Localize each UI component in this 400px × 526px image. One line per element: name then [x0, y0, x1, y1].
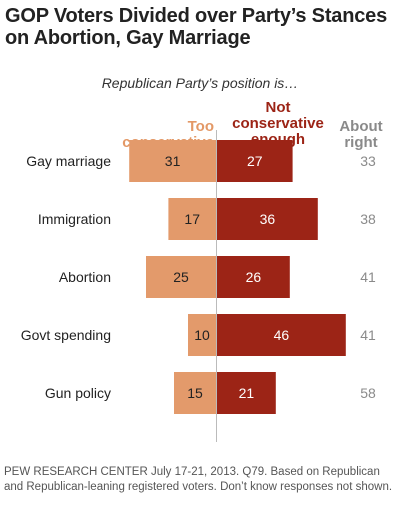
category-label-abortion: Abortion	[59, 269, 111, 285]
bar-not-conservative-abortion	[217, 256, 290, 298]
source-note: PEW RESEARCH CENTER July 17-21, 2013. Q7…	[4, 466, 393, 493]
value-about-right-govt-spending: 41	[360, 327, 376, 343]
value-about-right-gay-marriage: 33	[360, 153, 376, 169]
value-too-conservative-abortion: 25	[173, 269, 189, 285]
category-label-govt-spending: Govt spending	[21, 327, 111, 343]
category-label-gay-marriage: Gay marriage	[26, 153, 111, 169]
value-about-right-immigration: 38	[360, 211, 376, 227]
center-divider	[216, 130, 217, 442]
value-about-right-abortion: 41	[360, 269, 376, 285]
bar-too-conservative-immigration	[168, 198, 216, 240]
value-about-right-gun-policy: 58	[360, 385, 376, 401]
bar-too-conservative-govt-spending	[188, 314, 216, 356]
value-too-conservative-gun-policy: 15	[187, 385, 203, 401]
bar-not-conservative-gun-policy	[217, 372, 276, 414]
bar-too-conservative-abortion	[146, 256, 216, 298]
value-not-conservative-abortion: 26	[246, 269, 262, 285]
category-label-gun-policy: Gun policy	[45, 385, 111, 401]
value-too-conservative-gay-marriage: 31	[165, 153, 181, 169]
header-about-right: About right	[339, 118, 383, 151]
chart-subtitle: Republican Party’s position is…	[101, 75, 299, 91]
value-not-conservative-immigration: 36	[260, 211, 276, 227]
bar-not-conservative-gay-marriage	[217, 140, 293, 182]
value-too-conservative-immigration: 17	[184, 211, 200, 227]
value-not-conservative-govt-spending: 46	[274, 327, 290, 343]
bar-not-conservative-govt-spending	[217, 314, 346, 356]
value-not-conservative-gay-marriage: 27	[247, 153, 263, 169]
category-label-immigration: Immigration	[38, 211, 111, 227]
value-too-conservative-govt-spending: 10	[194, 327, 210, 343]
value-not-conservative-gun-policy: 21	[239, 385, 255, 401]
chart-title: GOP Voters Divided over Party’s Stances …	[5, 5, 387, 49]
bar-not-conservative-immigration	[217, 198, 318, 240]
bar-too-conservative-gay-marriage	[129, 140, 216, 182]
bar-too-conservative-gun-policy	[174, 372, 216, 414]
